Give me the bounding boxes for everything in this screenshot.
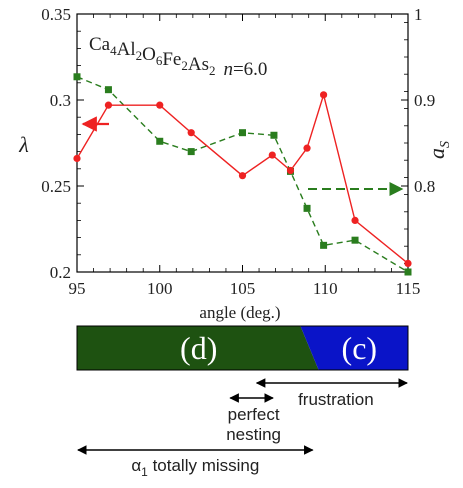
x-tick-label: 95 <box>69 279 86 298</box>
compound-subscript: 2 <box>136 48 143 63</box>
red-data-point <box>104 101 113 109</box>
compound-element: Fe <box>162 49 181 70</box>
ticks: 95 100 105 110 115 0.2 0.25 0.3 0.35 0.8 0.9 1 <box>41 5 435 298</box>
green-data-point <box>156 137 164 145</box>
green-data-point <box>351 236 359 244</box>
compound-annotation: Ca4Al2O6Fe2As2 n=6.0 <box>89 34 267 80</box>
n-value: =6.0 <box>233 59 267 80</box>
compound-subscript: 2 <box>181 58 188 73</box>
y-right-label: aS <box>424 141 453 159</box>
red-data-point <box>73 154 81 163</box>
red-data-point <box>187 129 195 137</box>
range-label-perfect-nesting: perfect <box>228 405 280 424</box>
range-label-frustration: frustration <box>298 390 374 409</box>
n-label: n <box>223 59 233 80</box>
green-data-point <box>73 73 81 81</box>
compound-subscript: 4 <box>110 43 117 58</box>
green-data-point <box>320 241 328 249</box>
alpha-subscript: 1 <box>141 465 148 479</box>
x-tick-label: 100 <box>147 279 173 298</box>
compound-subscript: 2 <box>209 63 216 78</box>
series-red <box>73 91 412 267</box>
alpha-symbol: α <box>131 456 141 475</box>
red-data-point <box>404 259 412 267</box>
y-left-tick-label: 0.2 <box>50 263 71 282</box>
phase-c-region <box>300 326 408 370</box>
y-right-tick-label: 1 <box>414 5 423 24</box>
y-left-tick-label: 0.3 <box>50 91 71 110</box>
compound-element: Ca <box>89 34 111 55</box>
phase-bar: (d) (c) <box>76 325 409 371</box>
compound-element: Al <box>117 39 136 60</box>
phase-bar-border <box>76 325 409 371</box>
red-data-point <box>351 216 359 224</box>
y-right-tick-label: 0.9 <box>414 91 435 110</box>
red-data-point <box>268 151 276 159</box>
green-data-point <box>187 148 195 156</box>
green-data-point <box>239 129 246 137</box>
compound-element: O <box>142 44 156 65</box>
green-data-point <box>270 131 278 139</box>
green-data-point <box>404 268 412 276</box>
y-left-label: λ <box>18 132 29 157</box>
y-right-tick-label: 0.8 <box>414 177 435 196</box>
red-data-point <box>156 101 164 109</box>
x-tick-label: 105 <box>230 279 256 298</box>
compound-element: As <box>188 54 209 75</box>
red-data-point <box>303 144 311 152</box>
range-label-alpha: α1 totally missing <box>131 456 259 479</box>
phase-d-label: (d) <box>180 330 217 366</box>
red-data-point <box>238 172 247 180</box>
phase-d-region <box>77 326 319 370</box>
green-series-line <box>76 76 409 273</box>
green-data-point <box>104 86 112 94</box>
alpha-text: totally missing <box>148 456 259 475</box>
red-data-point <box>286 166 295 175</box>
phase-c-label: (c) <box>342 330 378 366</box>
x-tick-label: 115 <box>396 279 421 298</box>
red-data-point <box>319 91 328 99</box>
compound-subscript: 6 <box>156 53 163 68</box>
x-tick-label: 110 <box>313 279 338 298</box>
range-label-perfect-nesting: nesting <box>226 425 281 444</box>
y-left-tick-label: 0.35 <box>41 5 71 24</box>
y-left-tick-label: 0.25 <box>41 177 71 196</box>
x-axis-label: angle (deg.) <box>199 303 280 322</box>
series-green <box>73 73 412 276</box>
green-data-point <box>303 204 311 212</box>
